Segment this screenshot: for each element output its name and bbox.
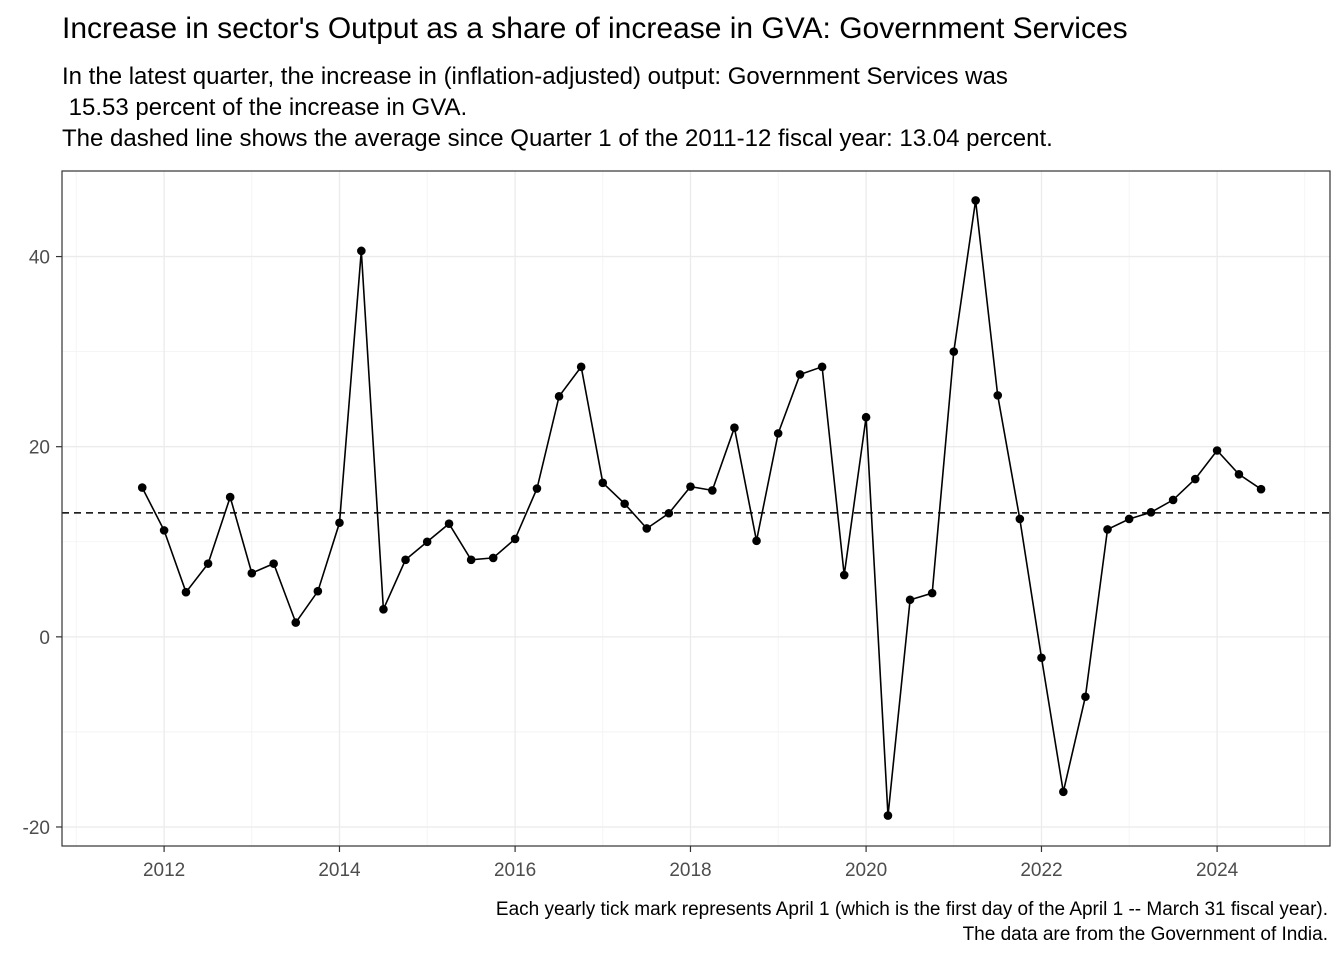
data-point [225, 492, 235, 502]
data-point [335, 518, 344, 528]
data-point [949, 347, 959, 356]
data-point [466, 555, 476, 565]
x-tick-label: 2016 [494, 860, 536, 881]
data-point [554, 392, 564, 401]
data-point [1103, 525, 1112, 534]
data-point [883, 811, 893, 820]
data-points [137, 196, 1266, 820]
data-point [1256, 484, 1266, 494]
x-axis: 2012 2014 2016 2018 2020 2022 2024 [143, 846, 1239, 881]
data-point [291, 618, 301, 627]
subtitle-line-2: 15.53 percent of the increase in GVA. [62, 94, 468, 121]
data-point [444, 519, 454, 529]
data-point [861, 412, 871, 422]
data-point [905, 595, 915, 605]
data-point [401, 555, 410, 565]
major-gridlines [62, 171, 1330, 846]
data-point [181, 587, 191, 597]
caption-line-2: The data are from the Government of Indi… [962, 924, 1328, 945]
x-tick-label: 2024 [1196, 860, 1239, 881]
data-point [620, 499, 629, 509]
chart-subtitle: In the latest quarter, the increase in (… [62, 61, 1053, 154]
data-point [752, 536, 761, 546]
data-point [488, 553, 498, 563]
x-tick-label: 2018 [669, 860, 711, 881]
x-tick-label: 2022 [1020, 860, 1062, 881]
data-point [313, 586, 323, 596]
data-point [379, 604, 388, 614]
data-point [817, 362, 827, 372]
data-point [269, 559, 278, 568]
data-point [159, 526, 169, 535]
data-point [730, 423, 739, 432]
data-point [708, 486, 717, 495]
y-tick-label: 20 [29, 438, 50, 459]
data-point [247, 568, 257, 578]
data-point [1124, 514, 1134, 524]
x-tick-label: 2014 [318, 860, 361, 881]
data-point [686, 482, 695, 491]
data-point [1015, 514, 1025, 524]
data-point [927, 588, 937, 598]
caption-line-1: Each yearly tick mark represents April 1… [495, 899, 1328, 920]
chart-title: Increase in sector's Output as a share o… [62, 12, 1128, 45]
chart-caption: Each yearly tick mark represents April 1… [496, 897, 1328, 947]
y-tick-label: 0 [39, 628, 50, 649]
data-point [1234, 469, 1244, 479]
data-point [664, 508, 674, 518]
series-line [141, 200, 1262, 816]
subtitle-line-3: The dashed line shows the average since … [62, 125, 1053, 152]
data-point [1059, 787, 1068, 797]
panel-border [61, 170, 1331, 847]
x-tick-label: 2012 [143, 860, 185, 881]
minor-gridlines [62, 171, 1330, 846]
data-point [203, 559, 213, 568]
data-point [1037, 653, 1046, 663]
data-point [576, 362, 586, 372]
data-point [137, 483, 147, 492]
data-point [795, 370, 805, 379]
data-point [1212, 446, 1222, 455]
data-point [1168, 495, 1178, 505]
data-point [1146, 508, 1156, 517]
subtitle-line-1: In the latest quarter, the increase in (… [62, 63, 1008, 90]
data-point [510, 534, 520, 544]
y-tick-label: -20 [23, 818, 50, 839]
y-tick-label: 40 [29, 248, 50, 269]
data-point [971, 196, 980, 205]
data-point [357, 246, 366, 256]
data-point [773, 429, 783, 438]
data-point [532, 484, 542, 493]
x-tick-label: 2020 [845, 860, 887, 881]
data-point [839, 570, 849, 580]
y-axis: -20 0 20 40 [23, 248, 62, 839]
data-point [993, 391, 1003, 400]
data-point [598, 478, 608, 488]
data-point [422, 537, 432, 547]
data-point [642, 524, 652, 533]
data-point [1190, 474, 1200, 484]
data-point [1081, 692, 1090, 702]
